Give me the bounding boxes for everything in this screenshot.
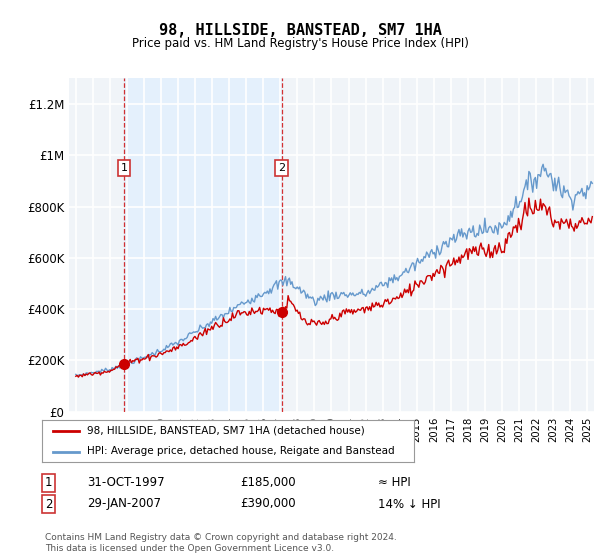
Text: £185,000: £185,000 [240, 476, 296, 489]
Text: 1: 1 [45, 476, 53, 489]
Bar [124, 78, 282, 412]
Text: 1: 1 [121, 163, 128, 173]
Text: 31-OCT-1997: 31-OCT-1997 [87, 476, 164, 489]
Text: Contains HM Land Registry data © Crown copyright and database right 2024.: Contains HM Land Registry data © Crown c… [45, 533, 397, 542]
Text: 14% ↓ HPI: 14% ↓ HPI [378, 497, 440, 511]
Text: 29-JAN-2007: 29-JAN-2007 [87, 497, 161, 511]
Text: HPI: Average price, detached house, Reigate and Banstead: HPI: Average price, detached house, Reig… [86, 446, 394, 456]
Text: 98, HILLSIDE, BANSTEAD, SM7 1HA: 98, HILLSIDE, BANSTEAD, SM7 1HA [158, 23, 442, 38]
Text: ≈ HPI: ≈ HPI [378, 476, 411, 489]
Text: This data is licensed under the Open Government Licence v3.0.: This data is licensed under the Open Gov… [45, 544, 334, 553]
Text: Price paid vs. HM Land Registry's House Price Index (HPI): Price paid vs. HM Land Registry's House … [131, 38, 469, 50]
Text: 98, HILLSIDE, BANSTEAD, SM7 1HA (detached house): 98, HILLSIDE, BANSTEAD, SM7 1HA (detache… [86, 426, 364, 436]
Text: 2: 2 [45, 497, 53, 511]
Text: £390,000: £390,000 [240, 497, 296, 511]
Text: 2: 2 [278, 163, 285, 173]
